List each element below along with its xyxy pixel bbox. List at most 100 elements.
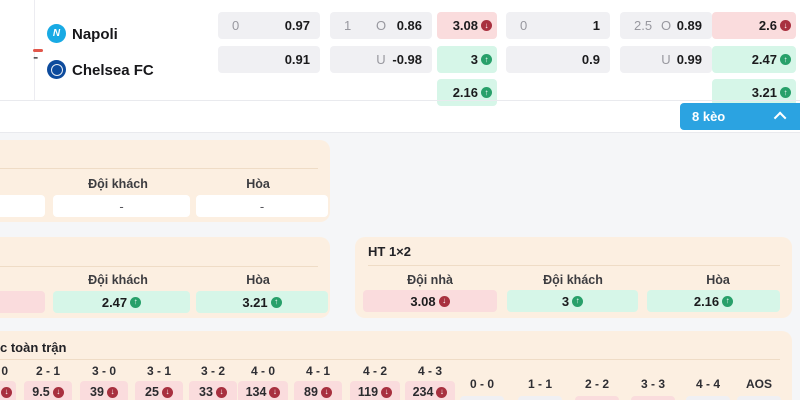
column-header-draw: Hòa [246,273,270,287]
handicap-b-home-cell[interactable]: 0 1 [506,12,610,39]
home-team-name: Napoli [72,26,118,43]
chelsea-logo-icon [47,60,66,79]
x12-a-away-cell[interactable]: 3 [437,46,497,73]
panel-divider [0,168,318,169]
under-label: U [661,52,671,67]
odds-value: 0.91 [284,52,310,67]
handicap-a-home-cell[interactable]: 0 0.97 [218,12,320,39]
row-separator [0,100,800,101]
odds-value: 3.08 [410,293,436,309]
trend-icon [1,386,12,398]
score-header: 0 - 0 [469,377,495,391]
trend-icon [52,386,64,398]
ou-line: 1 [344,18,352,33]
panel-divider [0,266,318,267]
odds-value: 2.47 [751,52,777,67]
odds-value: 3.08 [452,18,478,33]
prematch-cell-away[interactable]: - [53,195,190,217]
x12-b-away-cell[interactable]: 2.47 [712,46,796,73]
trend-icon [269,386,281,398]
odds-value: 0.97 [284,18,310,33]
ht-1x2-cell-away[interactable]: 3 [507,290,638,312]
column-header-draw: Hòa [246,177,270,191]
cell-value: - [119,198,124,214]
odds-value: 25 [145,385,159,399]
ft-1x2-cell-cut[interactable] [0,291,45,313]
away-team-name: Chelsea FC [72,62,154,79]
score-odds-cell[interactable]: 9.5 [24,381,72,400]
ht-1x2-cell-home[interactable]: 3.08 [363,290,497,312]
score-odds-cell[interactable] [737,396,781,400]
odds-value: 3 [561,293,570,309]
score-header: 4 - 4 [695,377,721,391]
odds-value: 0.9 [581,52,600,67]
ou-a-over-cell[interactable]: 1 O 0.86 [330,12,432,39]
score-odds-cell[interactable]: 234 [405,381,455,400]
trend-icon [215,386,227,398]
score-odds-cell[interactable]: 33 [189,381,237,400]
column-header-away: Đội khách [88,177,148,191]
column-header-away: Đội khách [88,273,148,287]
score-odds-cell[interactable]: 89 [294,381,342,400]
score-header: 3 - 2 [200,364,226,378]
x12-b-home-cell[interactable]: 2.6 [712,12,796,39]
more-bets-button[interactable]: 8 kèo [680,103,800,130]
x12-b-draw-cell[interactable]: 3.21 [712,79,796,106]
trend-icon [572,295,584,307]
ou-a-under-cell[interactable]: U -0.98 [330,46,432,73]
score-header: 1 - 1 [527,377,553,391]
handicap-b-away-cell[interactable]: 0.9 [506,46,610,73]
odds-value: 3 [470,52,478,67]
score-odds-cell[interactable] [575,396,619,400]
score-odds-cell[interactable] [631,396,675,400]
odds-value: 39 [90,385,104,399]
over-label: O [660,18,672,33]
ou-b-under-cell[interactable]: U 0.99 [620,46,712,73]
ft-1x2-cell-draw[interactable]: 3.21 [196,291,328,313]
ou-line: 2.5 [634,18,653,33]
trend-icon [438,295,450,307]
cell-value: - [259,198,265,214]
score-odds-cell[interactable] [686,396,730,400]
score-odds-cell[interactable]: 119 [350,381,400,400]
trend-icon [780,87,791,98]
score-odds-cell[interactable] [0,381,16,400]
odds-value: 2.6 [758,18,777,33]
trend-icon [161,386,173,398]
score-odds-cell[interactable]: 25 [135,381,183,400]
handicap-line: 0 [520,18,528,33]
x12-a-home-cell[interactable]: 3.08 [437,12,497,39]
ou-b-over-cell[interactable]: 2.5 O 0.89 [620,12,712,39]
trend-icon [436,386,448,398]
ht-1x2-cell-draw[interactable]: 2.16 [647,290,780,312]
score-header: 2 - 2 [584,377,610,391]
x12-a-draw-cell[interactable]: 2.16 [437,79,497,106]
odds-value: -0.98 [392,52,422,67]
odds-value: 9.5 [32,385,50,399]
score-odds-cell[interactable]: 39 [80,381,128,400]
panel-divider [368,265,780,266]
column-header-home: Đội nhà [407,273,453,287]
odds-value: 134 [245,385,267,399]
odds-value: 0.89 [676,18,702,33]
score-header: 4 - 0 [250,364,276,378]
score-odds-cell[interactable]: 134 [238,381,288,400]
panel-divider [0,359,780,360]
score-odds-cell[interactable] [460,396,504,400]
score-header: 3 - 1 [146,364,172,378]
prematch-cell-draw[interactable]: - [196,195,328,217]
score-header: AOS [745,377,773,391]
trend-icon [481,20,492,31]
ft-1x2-cell-away[interactable]: 2.47 [53,291,190,313]
panel-title-fragment: c toàn trận [0,340,67,355]
handicap-a-away-cell[interactable]: 0.91 [218,46,320,73]
score-odds-cell[interactable] [518,396,562,400]
odds-value: 3.21 [751,85,777,100]
chevron-up-icon [773,111,787,125]
column-header-draw: Hòa [706,273,730,287]
over-label: O [375,18,387,33]
odds-value: 3.21 [242,294,268,310]
prematch-cell-cut[interactable] [0,195,45,217]
trend-icon [722,295,734,307]
